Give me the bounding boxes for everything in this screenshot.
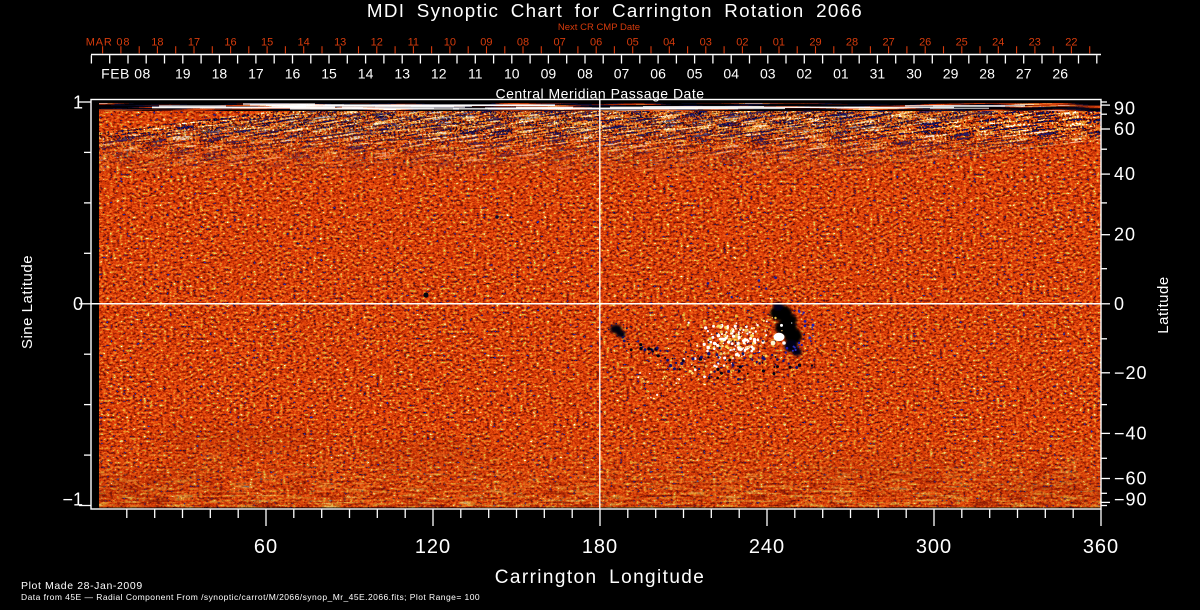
svg-text:Latitude: Latitude bbox=[1155, 276, 1172, 333]
svg-text:06: 06 bbox=[590, 37, 602, 49]
svg-text:MAR 08: MAR 08 bbox=[86, 37, 131, 49]
svg-text:60: 60 bbox=[254, 536, 278, 558]
svg-text:16: 16 bbox=[224, 37, 236, 49]
svg-text:02: 02 bbox=[736, 37, 748, 49]
svg-text:09: 09 bbox=[541, 66, 557, 82]
svg-text:24: 24 bbox=[992, 37, 1004, 49]
svg-text:−1: −1 bbox=[62, 490, 83, 510]
svg-text:08: 08 bbox=[577, 66, 593, 82]
svg-text:10: 10 bbox=[504, 66, 520, 82]
svg-text:03: 03 bbox=[700, 37, 712, 49]
svg-text:29: 29 bbox=[943, 66, 959, 82]
svg-text:MDI Synoptic Chart for Carring: MDI Synoptic Chart for Carrington Rotati… bbox=[367, 0, 863, 21]
svg-text:04: 04 bbox=[723, 66, 739, 82]
svg-text:240: 240 bbox=[749, 536, 785, 558]
svg-text:12: 12 bbox=[371, 37, 383, 49]
svg-text:26: 26 bbox=[1052, 66, 1068, 82]
svg-text:26: 26 bbox=[919, 37, 931, 49]
svg-text:300: 300 bbox=[916, 536, 952, 558]
svg-text:FEB 08: FEB 08 bbox=[101, 66, 151, 82]
svg-text:28: 28 bbox=[979, 66, 995, 82]
svg-text:13: 13 bbox=[394, 66, 410, 82]
svg-text:14: 14 bbox=[358, 66, 374, 82]
svg-text:05: 05 bbox=[687, 66, 703, 82]
svg-text:16: 16 bbox=[285, 66, 301, 82]
svg-text:180: 180 bbox=[582, 536, 618, 558]
svg-text:19: 19 bbox=[175, 66, 191, 82]
svg-text:05: 05 bbox=[627, 37, 639, 49]
svg-text:18: 18 bbox=[151, 37, 163, 49]
svg-text:01: 01 bbox=[833, 66, 849, 82]
svg-text:08: 08 bbox=[517, 37, 529, 49]
svg-text:1: 1 bbox=[73, 93, 83, 113]
svg-text:27: 27 bbox=[882, 37, 894, 49]
svg-text:23: 23 bbox=[1029, 37, 1041, 49]
svg-text:Plot Made 28-Jan-2009: Plot Made 28-Jan-2009 bbox=[21, 580, 143, 592]
svg-text:Sine Latitude: Sine Latitude bbox=[19, 255, 36, 349]
svg-text:07: 07 bbox=[553, 37, 565, 49]
svg-text:25: 25 bbox=[956, 37, 968, 49]
svg-text:10: 10 bbox=[444, 37, 456, 49]
svg-text:90: 90 bbox=[1114, 99, 1136, 119]
svg-text:29: 29 bbox=[809, 37, 821, 49]
svg-text:13: 13 bbox=[334, 37, 346, 49]
svg-text:07: 07 bbox=[614, 66, 630, 82]
svg-text:0: 0 bbox=[73, 294, 83, 314]
svg-text:03: 03 bbox=[760, 66, 776, 82]
svg-text:01: 01 bbox=[773, 37, 785, 49]
svg-text:11: 11 bbox=[408, 37, 419, 49]
svg-text:Carrington Longitude: Carrington Longitude bbox=[495, 567, 705, 588]
svg-text:11: 11 bbox=[468, 66, 483, 82]
svg-text:28: 28 bbox=[846, 37, 858, 49]
svg-text:02: 02 bbox=[797, 66, 813, 82]
svg-text:22: 22 bbox=[1065, 37, 1077, 49]
svg-text:20: 20 bbox=[1114, 225, 1136, 245]
svg-text:15: 15 bbox=[321, 66, 337, 82]
svg-text:0: 0 bbox=[1114, 294, 1125, 314]
svg-text:Next CR CMP Date: Next CR CMP Date bbox=[558, 22, 640, 33]
svg-text:14: 14 bbox=[297, 37, 309, 49]
svg-text:06: 06 bbox=[650, 66, 666, 82]
svg-text:−40: −40 bbox=[1114, 423, 1148, 443]
svg-text:17: 17 bbox=[188, 37, 200, 49]
svg-text:15: 15 bbox=[261, 37, 273, 49]
svg-text:−60: −60 bbox=[1114, 469, 1148, 489]
svg-text:17: 17 bbox=[248, 66, 264, 82]
svg-text:09: 09 bbox=[480, 37, 492, 49]
svg-text:27: 27 bbox=[1016, 66, 1032, 82]
svg-text:120: 120 bbox=[415, 536, 451, 558]
svg-text:−90: −90 bbox=[1114, 490, 1148, 510]
svg-text:Data from 45E — Radial Compone: Data from 45E — Radial Component From /s… bbox=[21, 592, 480, 602]
svg-text:30: 30 bbox=[906, 66, 922, 82]
svg-text:360: 360 bbox=[1083, 536, 1119, 558]
svg-text:12: 12 bbox=[431, 66, 447, 82]
svg-text:Central Meridian Passage Date: Central Meridian Passage Date bbox=[495, 86, 704, 102]
svg-text:04: 04 bbox=[663, 37, 675, 49]
svg-text:60: 60 bbox=[1114, 119, 1136, 139]
svg-text:18: 18 bbox=[212, 66, 228, 82]
svg-text:31: 31 bbox=[870, 66, 886, 82]
svg-text:40: 40 bbox=[1114, 164, 1136, 184]
svg-text:−20: −20 bbox=[1114, 363, 1148, 383]
